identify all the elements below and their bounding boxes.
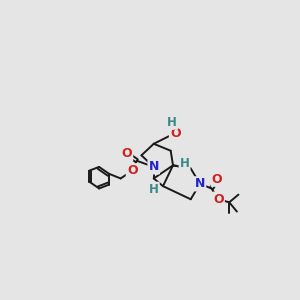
Text: H: H <box>167 116 177 129</box>
Text: N: N <box>195 177 205 190</box>
Text: O: O <box>122 147 132 160</box>
Text: H: H <box>149 183 159 196</box>
Text: H: H <box>180 157 190 169</box>
Text: N: N <box>148 160 159 173</box>
Text: O: O <box>170 127 181 140</box>
Text: O: O <box>213 193 224 206</box>
Text: O: O <box>212 173 222 186</box>
Text: O: O <box>127 164 137 177</box>
